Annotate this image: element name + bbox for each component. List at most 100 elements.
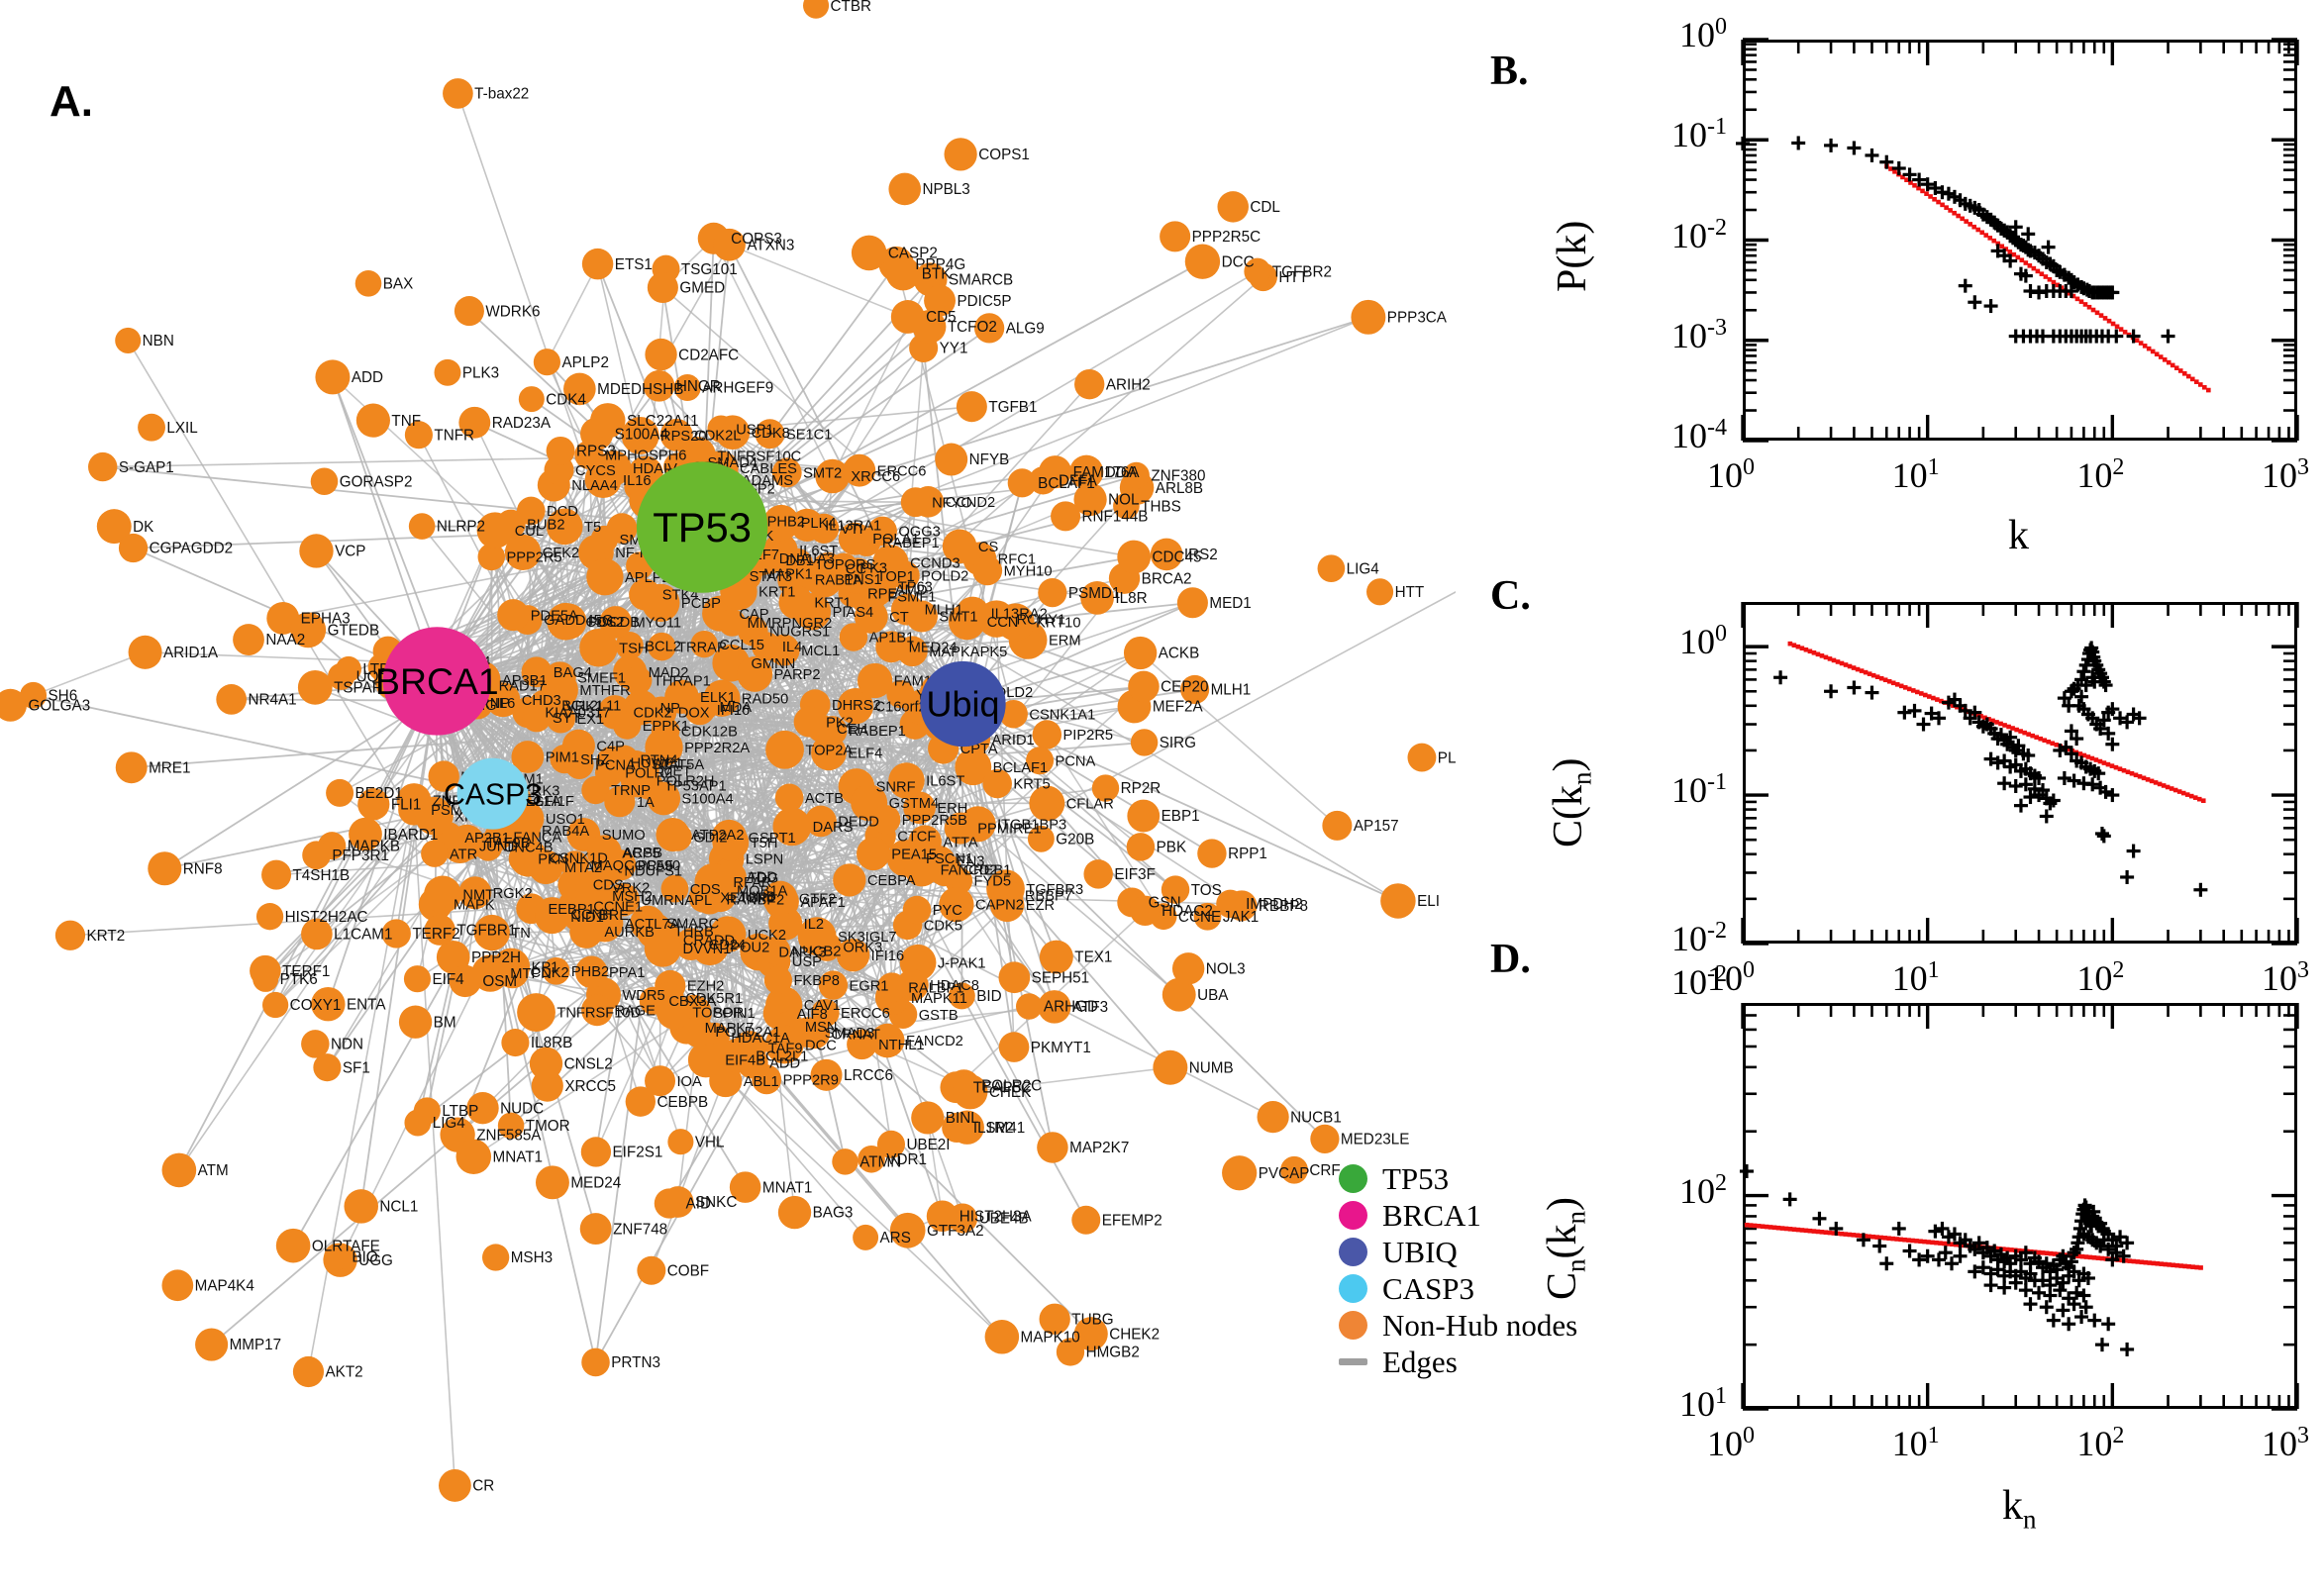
network-node[interactable] <box>315 359 351 395</box>
network-node[interactable] <box>690 630 718 658</box>
network-node[interactable] <box>900 487 931 518</box>
network-node[interactable] <box>1160 221 1191 252</box>
network-node[interactable] <box>956 596 990 631</box>
network-node[interactable] <box>497 1112 525 1140</box>
network-node[interactable] <box>763 965 793 995</box>
network-node[interactable] <box>1127 799 1161 833</box>
network-node[interactable] <box>857 662 893 699</box>
network-node[interactable] <box>1039 940 1073 974</box>
network-node[interactable] <box>948 982 975 1010</box>
network-node[interactable] <box>349 817 382 851</box>
network-node[interactable] <box>1032 720 1062 749</box>
network-node[interactable] <box>599 606 633 639</box>
network-node[interactable] <box>847 1029 877 1060</box>
network-node[interactable] <box>777 1195 812 1230</box>
network-node[interactable] <box>0 688 28 722</box>
network-node[interactable] <box>115 751 148 784</box>
network-node[interactable] <box>1130 729 1159 756</box>
network-node[interactable] <box>712 824 750 861</box>
network-node[interactable] <box>857 837 890 871</box>
network-node[interactable] <box>682 1016 714 1047</box>
network-node[interactable] <box>551 603 587 640</box>
network-node[interactable] <box>890 593 924 626</box>
network-node[interactable] <box>840 557 876 594</box>
network-node[interactable] <box>311 986 346 1022</box>
network-node[interactable] <box>485 682 521 718</box>
network-node[interactable] <box>838 522 871 555</box>
network-node[interactable] <box>853 1224 879 1250</box>
network-node[interactable] <box>755 419 785 449</box>
network-node[interactable] <box>911 1101 945 1135</box>
network-node[interactable] <box>659 418 693 451</box>
network-node[interactable] <box>581 1347 610 1377</box>
network-node[interactable] <box>590 403 626 439</box>
network-node[interactable] <box>1113 492 1140 520</box>
network-node[interactable] <box>1217 191 1249 223</box>
network-node[interactable] <box>762 504 800 542</box>
network-node[interactable] <box>839 623 868 651</box>
network-node[interactable] <box>310 467 339 496</box>
network-node[interactable] <box>621 416 659 454</box>
network-node[interactable] <box>511 741 545 773</box>
network-node[interactable] <box>903 791 936 825</box>
network-node[interactable] <box>647 781 681 816</box>
network-node[interactable] <box>973 313 1005 344</box>
network-node[interactable] <box>1073 482 1107 517</box>
network-node[interactable] <box>1069 454 1104 489</box>
network-node[interactable] <box>501 1029 530 1057</box>
network-node[interactable] <box>790 508 824 542</box>
network-node[interactable] <box>1171 952 1205 985</box>
network-node[interactable] <box>504 534 542 571</box>
network-node[interactable] <box>1222 1155 1258 1191</box>
network-node[interactable] <box>563 372 596 406</box>
network-node[interactable] <box>590 525 619 553</box>
network-node[interactable] <box>956 391 987 423</box>
network-node[interactable] <box>888 762 925 799</box>
network-node[interactable] <box>1322 810 1353 841</box>
network-node[interactable] <box>812 551 845 585</box>
network-node[interactable] <box>1038 990 1071 1024</box>
network-node[interactable] <box>817 716 848 746</box>
network-node[interactable] <box>1080 580 1114 615</box>
network-node[interactable] <box>473 914 510 951</box>
network-node[interactable] <box>1216 889 1245 919</box>
network-node[interactable] <box>778 584 813 620</box>
network-node[interactable] <box>953 1074 988 1110</box>
network-node[interactable] <box>660 874 689 903</box>
network-node[interactable] <box>424 875 461 914</box>
network-node[interactable] <box>1130 895 1161 927</box>
network-node[interactable] <box>815 458 850 494</box>
network-node[interactable] <box>1380 883 1416 919</box>
network-node[interactable] <box>1117 540 1152 574</box>
network-node[interactable] <box>644 930 682 967</box>
network-node[interactable] <box>752 632 781 661</box>
network-node[interactable] <box>889 1212 926 1248</box>
network-node[interactable] <box>118 533 149 563</box>
network-node[interactable] <box>443 78 473 109</box>
network-node[interactable] <box>1244 257 1271 285</box>
network-node[interactable] <box>580 1137 612 1167</box>
network-node[interactable] <box>765 730 804 769</box>
network-node[interactable] <box>871 805 901 835</box>
network-node[interactable] <box>888 172 922 206</box>
network-node[interactable] <box>1123 461 1150 489</box>
network-node[interactable] <box>998 961 1031 994</box>
network-node[interactable] <box>818 970 849 1000</box>
network-node[interactable] <box>1074 368 1105 400</box>
network-node[interactable] <box>354 269 382 297</box>
network-node[interactable] <box>1007 468 1037 498</box>
network-node[interactable] <box>648 632 676 661</box>
network-node[interactable] <box>811 998 840 1028</box>
network-node[interactable] <box>926 1200 959 1233</box>
network-node[interactable] <box>642 583 680 623</box>
network-node[interactable] <box>1038 455 1072 489</box>
network-node[interactable] <box>533 349 561 376</box>
network-node[interactable] <box>1029 785 1065 822</box>
network-node[interactable] <box>261 859 292 890</box>
network-node[interactable] <box>542 956 570 985</box>
network-node[interactable] <box>944 138 977 171</box>
network-node[interactable] <box>216 684 248 715</box>
network-node[interactable] <box>581 994 613 1027</box>
network-node[interactable] <box>1366 578 1394 606</box>
network-node[interactable] <box>687 1042 724 1078</box>
